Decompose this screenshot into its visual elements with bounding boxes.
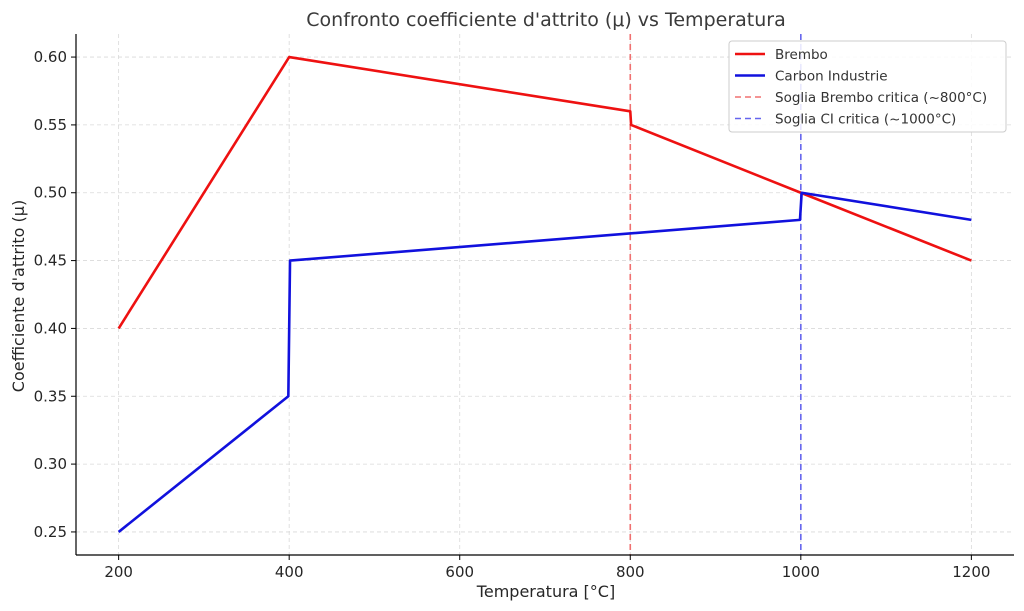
x-tick-label: 200 — [104, 563, 133, 581]
y-tick-label: 0.45 — [34, 252, 67, 270]
x-tick-label: 400 — [275, 563, 304, 581]
legend: Brembo Carbon Industrie Soglia Brembo crit… — [728, 40, 1007, 133]
y-tick-label: 0.25 — [34, 523, 67, 541]
legend-label: Carbon Industrie — [775, 69, 888, 85]
y-tick-label: 0.55 — [34, 116, 67, 134]
x-tick-label: 800 — [616, 563, 645, 581]
legend-label: Soglia CI critica (~1000°C) — [775, 112, 956, 128]
ticks: 200 400 600 800 1000 1200 0.25 0.30 0.35 0.40 0.45… — [34, 48, 991, 581]
y-tick-label: 0.50 — [34, 184, 67, 202]
x-tick-label: 600 — [445, 563, 474, 581]
y-tick-label: 0.60 — [34, 48, 67, 66]
series-lines — [117, 55, 972, 533]
y-tick-label: 0.35 — [34, 387, 67, 405]
series-line — [117, 191, 972, 533]
series-line — [117, 55, 972, 330]
x-tick-label: 1000 — [782, 563, 820, 581]
y-axis-label: Coefficiente d'attrito (μ) — [9, 200, 28, 392]
reference-lines — [629, 34, 802, 555]
y-tick-label: 0.30 — [34, 455, 67, 473]
legend-label: Soglia Brembo critica (~800°C) — [775, 90, 987, 106]
y-tick-label: 0.40 — [34, 319, 67, 337]
axes — [75, 34, 1014, 556]
legend-box — [728, 40, 1007, 133]
legend-label: Brembo — [775, 47, 828, 63]
chart-title: Confronto coefficiente d'attrito (μ) vs … — [306, 9, 785, 31]
x-axis-label: Temperatura [°C] — [476, 582, 615, 601]
x-tick-label: 1200 — [952, 563, 990, 581]
